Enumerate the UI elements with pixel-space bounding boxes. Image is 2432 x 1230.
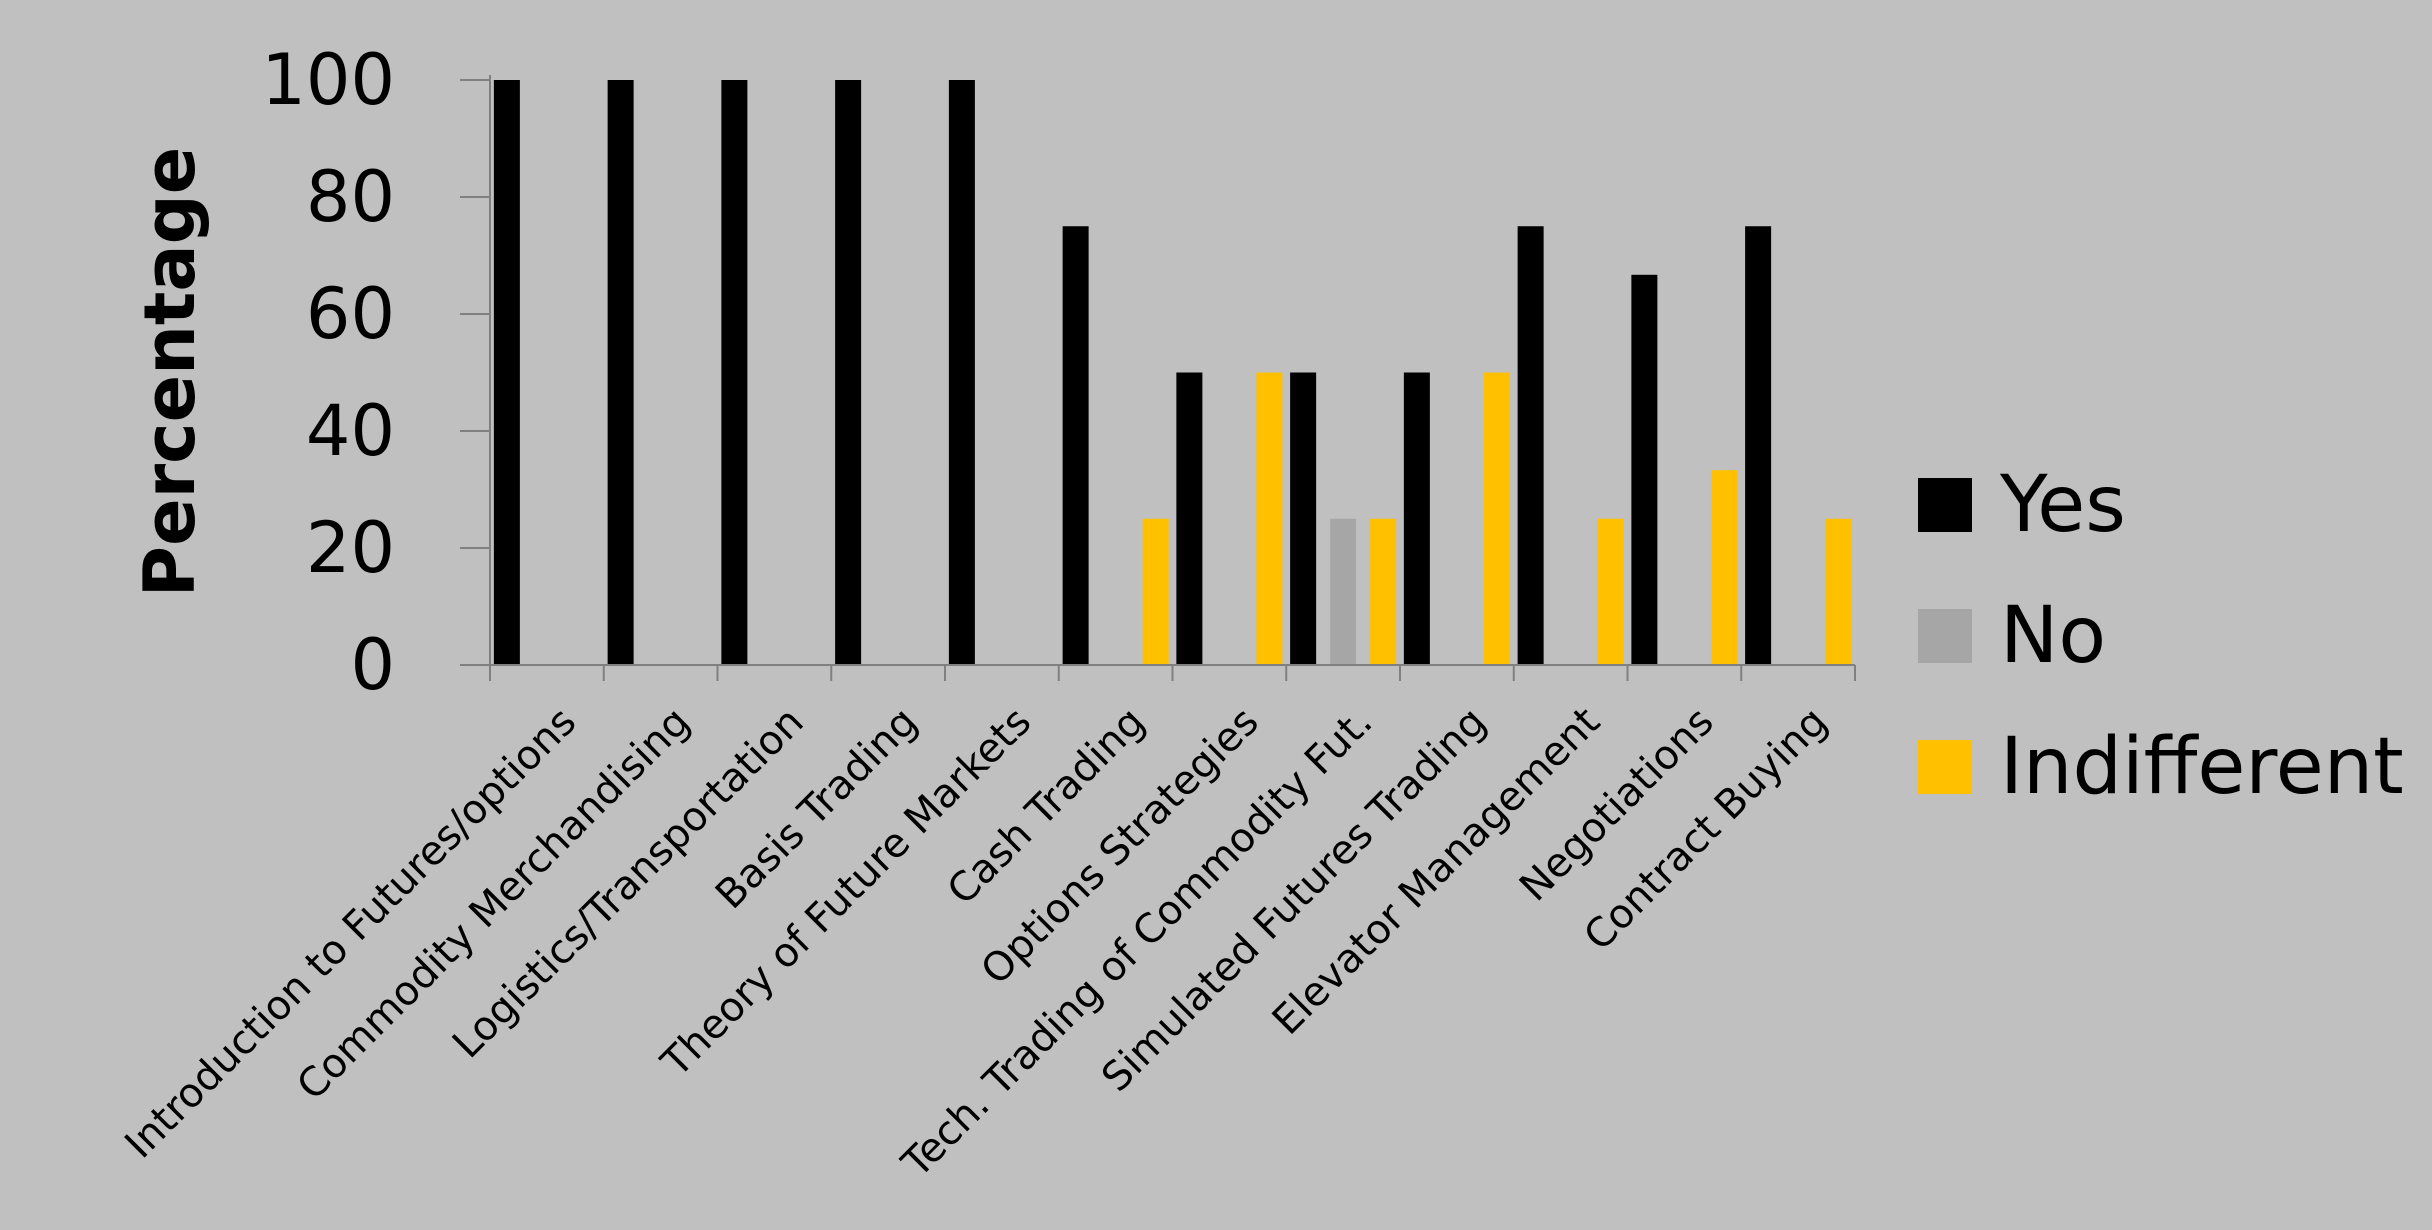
legend-swatch-yes <box>1918 478 1972 532</box>
x-category-label: Negotiations <box>1511 699 1723 911</box>
y-tick-label: 80 <box>306 156 395 238</box>
x-category-label: Introduction to Futures/options <box>116 699 585 1168</box>
bar-yes <box>1745 226 1772 665</box>
bar-indifferent <box>1825 518 1852 665</box>
y-tick-label: 100 <box>261 39 395 121</box>
y-axis-title: Percentage <box>129 147 211 597</box>
bar-indifferent <box>1597 518 1624 665</box>
legend-label-no: No <box>2000 591 2106 681</box>
bar-indifferent <box>1483 372 1510 665</box>
legend-swatch-indifferent <box>1918 740 1972 794</box>
bar-yes <box>721 80 748 665</box>
y-tick-label: 40 <box>306 390 395 472</box>
x-category-label: Basis Trading <box>707 699 926 918</box>
y-tick-label: 0 <box>350 624 395 706</box>
legend-swatch-no <box>1918 609 1972 663</box>
bar-yes <box>1403 372 1430 665</box>
bar-yes <box>1176 372 1203 665</box>
bar-yes <box>607 80 634 665</box>
bar-yes <box>493 80 520 665</box>
y-tick-label: 20 <box>306 507 395 589</box>
bar-no <box>1330 518 1357 665</box>
bar-indifferent <box>1370 518 1397 665</box>
bar-yes <box>948 80 975 665</box>
bar-indifferent <box>1142 518 1169 665</box>
legend-label-yes: Yes <box>1999 460 2126 550</box>
bar-yes <box>1517 226 1544 665</box>
bar-yes <box>1631 274 1658 665</box>
bar-indifferent <box>1711 470 1738 665</box>
bar-yes <box>1290 372 1317 665</box>
legend-label-indifferent: Indifferent <box>2000 722 2404 812</box>
bar-yes <box>1062 226 1089 665</box>
x-category-label: Cash Trading <box>939 699 1154 914</box>
bar-yes <box>835 80 862 665</box>
y-tick-label: 60 <box>306 273 395 355</box>
bar-indifferent <box>1256 372 1283 665</box>
